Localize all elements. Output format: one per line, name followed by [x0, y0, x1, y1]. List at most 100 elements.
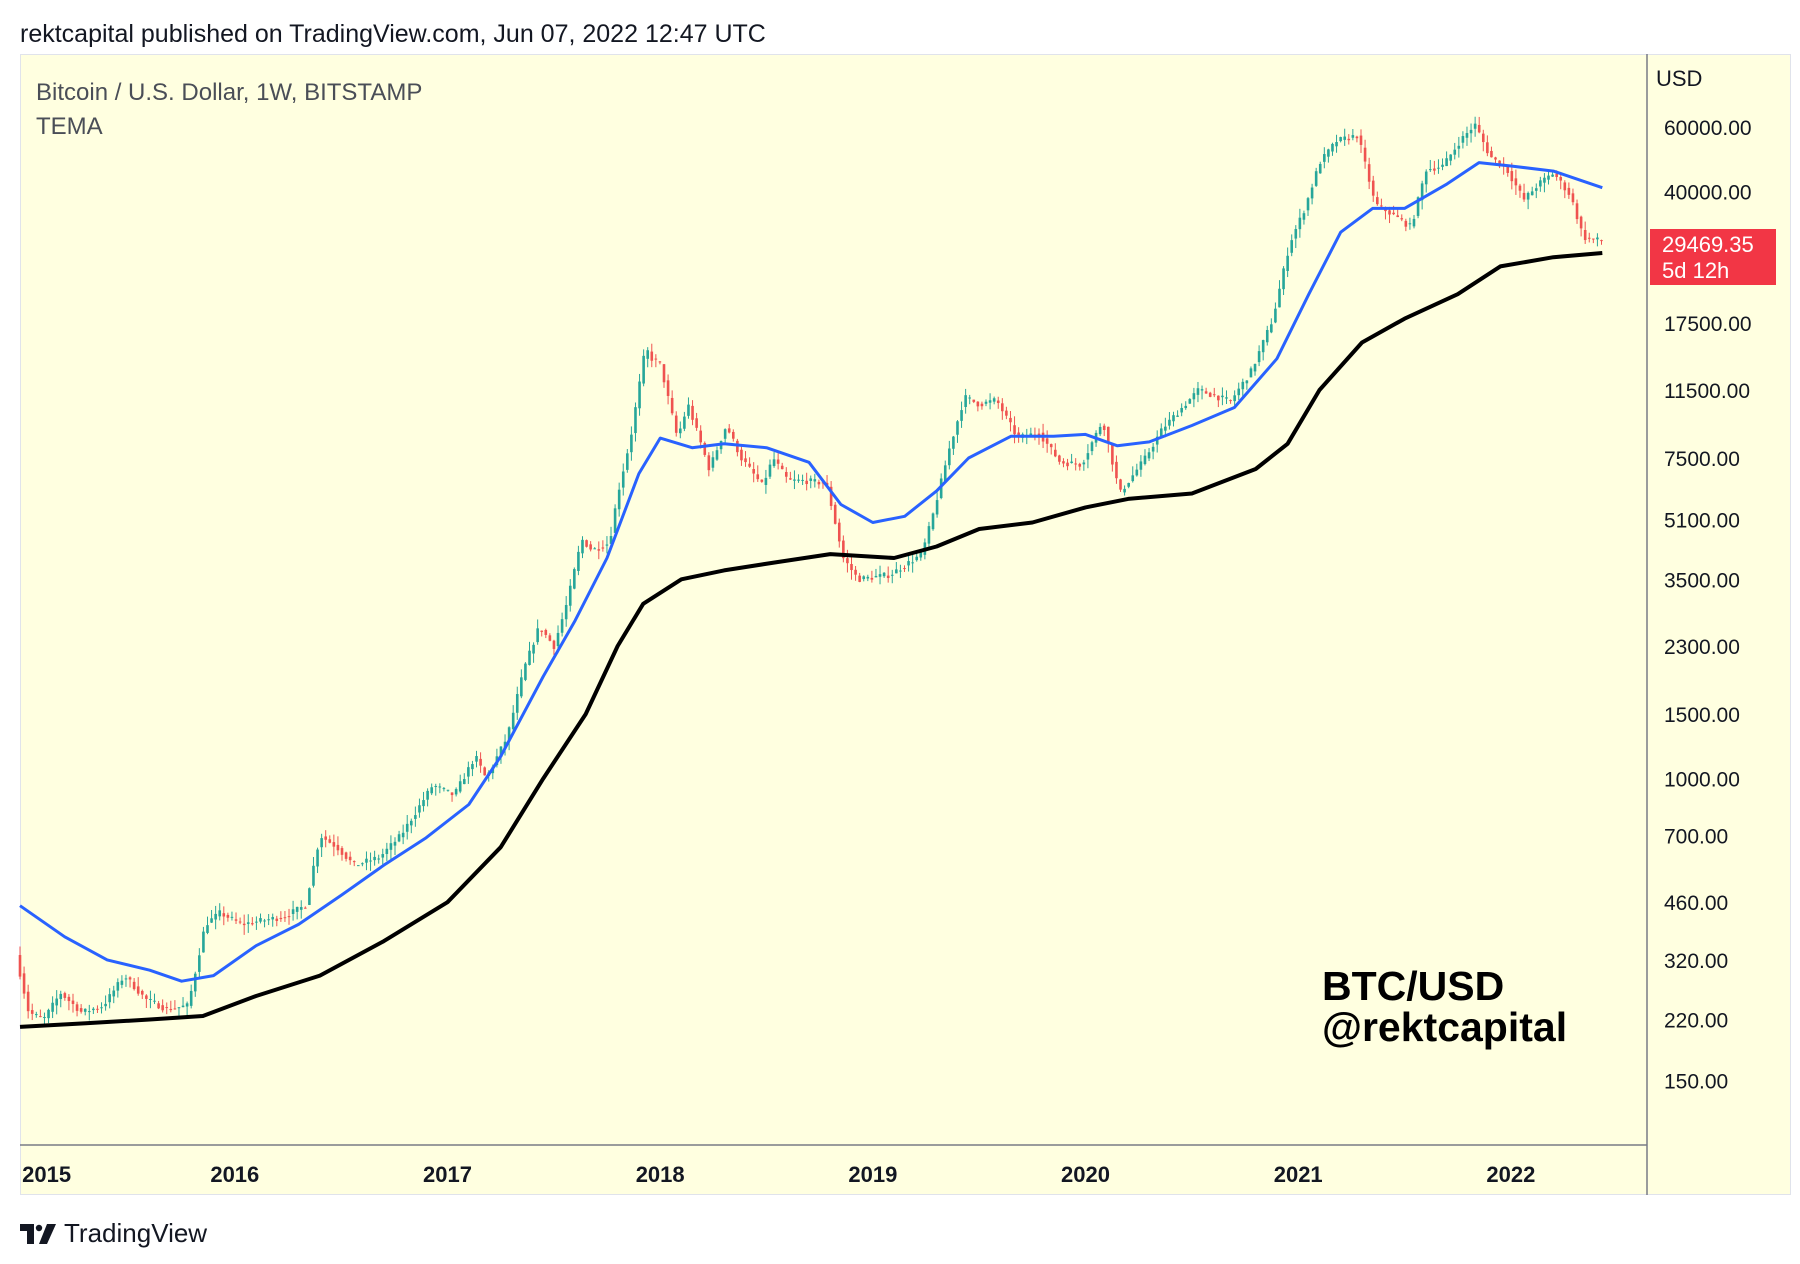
candle-body — [817, 481, 821, 485]
candle-body — [145, 995, 148, 999]
candle-body — [1229, 400, 1232, 402]
candle-body — [132, 981, 136, 990]
candle-body — [927, 526, 931, 544]
candle-body — [1192, 393, 1196, 400]
candle-body — [764, 477, 768, 485]
candle-body — [165, 1007, 169, 1009]
candle-body — [801, 479, 804, 481]
x-tick-label: 2020 — [1061, 1162, 1110, 1187]
candle-body — [1571, 193, 1575, 203]
candle-body — [149, 998, 152, 1000]
candle-body — [727, 428, 731, 433]
candle-body — [59, 993, 63, 1000]
candle-body — [92, 1008, 95, 1011]
candle-body — [30, 1010, 34, 1014]
candle-body — [483, 767, 486, 776]
candle-body — [854, 569, 857, 575]
x-tick-label: 2021 — [1274, 1162, 1323, 1187]
candle-body — [1155, 436, 1159, 445]
candle-body — [809, 478, 813, 481]
candle-body — [418, 805, 421, 813]
y-tick-label: 220.00 — [1664, 1010, 1728, 1033]
candle-body — [1270, 324, 1273, 333]
candle-body — [662, 364, 666, 383]
candle-body — [1200, 389, 1204, 391]
candle-body — [972, 399, 976, 402]
candle-body — [206, 925, 209, 933]
candle-body — [1453, 149, 1457, 155]
currency-label[interactable]: USD — [1656, 66, 1703, 91]
candle-body — [43, 1016, 46, 1019]
candle-body — [1400, 218, 1404, 220]
candle-body — [202, 931, 205, 953]
candle-body — [1217, 395, 1220, 401]
candle-body — [564, 605, 568, 620]
candle-body — [108, 994, 111, 1003]
x-tick-label: 2018 — [636, 1162, 685, 1187]
candle-body — [475, 756, 478, 762]
candle-body — [768, 464, 772, 477]
indicator-label[interactable]: TEMA — [36, 113, 103, 140]
candle-body — [1212, 394, 1216, 396]
candle-body — [1274, 308, 1277, 323]
candle-body — [1286, 255, 1289, 271]
x-tick-label: 2019 — [848, 1162, 897, 1187]
candle-body — [1029, 433, 1033, 436]
candle-body — [22, 973, 26, 994]
candle-body — [520, 677, 523, 697]
candle-body — [797, 479, 800, 481]
candle-body — [707, 455, 711, 471]
candle-body — [312, 865, 315, 886]
candle-body — [1164, 426, 1167, 431]
candle-body — [357, 865, 360, 867]
candle-body — [605, 544, 609, 546]
candle-body — [283, 917, 287, 919]
candle-body — [630, 434, 633, 453]
candle-body — [336, 844, 340, 851]
candle-body — [634, 407, 637, 434]
candle-body — [1282, 268, 1285, 290]
watermark-pair: BTC/USD — [1322, 963, 1505, 1009]
candle-body — [642, 355, 645, 384]
candle-body — [748, 463, 751, 467]
y-tick-label: 60000.00 — [1664, 117, 1752, 140]
candle-body — [1555, 173, 1558, 178]
candle-body — [263, 920, 266, 922]
y-tick-label: 17500.00 — [1664, 313, 1752, 336]
candle-body — [617, 489, 621, 510]
candle-body — [581, 539, 584, 554]
candle-body — [1534, 188, 1538, 191]
candle-body — [471, 764, 474, 770]
candle-body — [271, 917, 275, 920]
candle-body — [744, 458, 747, 463]
candle-body — [1469, 129, 1473, 134]
candle-body — [242, 923, 246, 926]
candle-body — [1237, 388, 1241, 396]
chart-area[interactable] — [20, 54, 1791, 1195]
candle-body — [829, 486, 833, 506]
candle-body — [1363, 147, 1367, 162]
candle-body — [1380, 205, 1383, 207]
candle-body — [1090, 442, 1094, 452]
y-tick-label: 700.00 — [1664, 825, 1728, 848]
candle-body — [703, 442, 707, 455]
candle-body — [1347, 138, 1351, 141]
candle-body — [996, 400, 1000, 404]
candle-body — [1102, 425, 1106, 430]
candle-body — [299, 907, 303, 910]
candle-body — [646, 350, 650, 359]
candle-body — [161, 1005, 164, 1011]
candle-body — [1106, 426, 1110, 444]
candle-body — [1265, 330, 1269, 343]
candle-body — [515, 694, 519, 713]
candle-body — [1049, 444, 1053, 448]
candle-body — [1009, 417, 1012, 423]
candle-body — [1159, 428, 1163, 438]
candle-body — [365, 858, 368, 863]
candle-body — [1172, 415, 1175, 422]
candle-body — [177, 1007, 181, 1009]
candle-body — [67, 996, 71, 1002]
candle-body — [968, 397, 972, 399]
tradingview-logo[interactable]: TradingView — [20, 1218, 207, 1249]
